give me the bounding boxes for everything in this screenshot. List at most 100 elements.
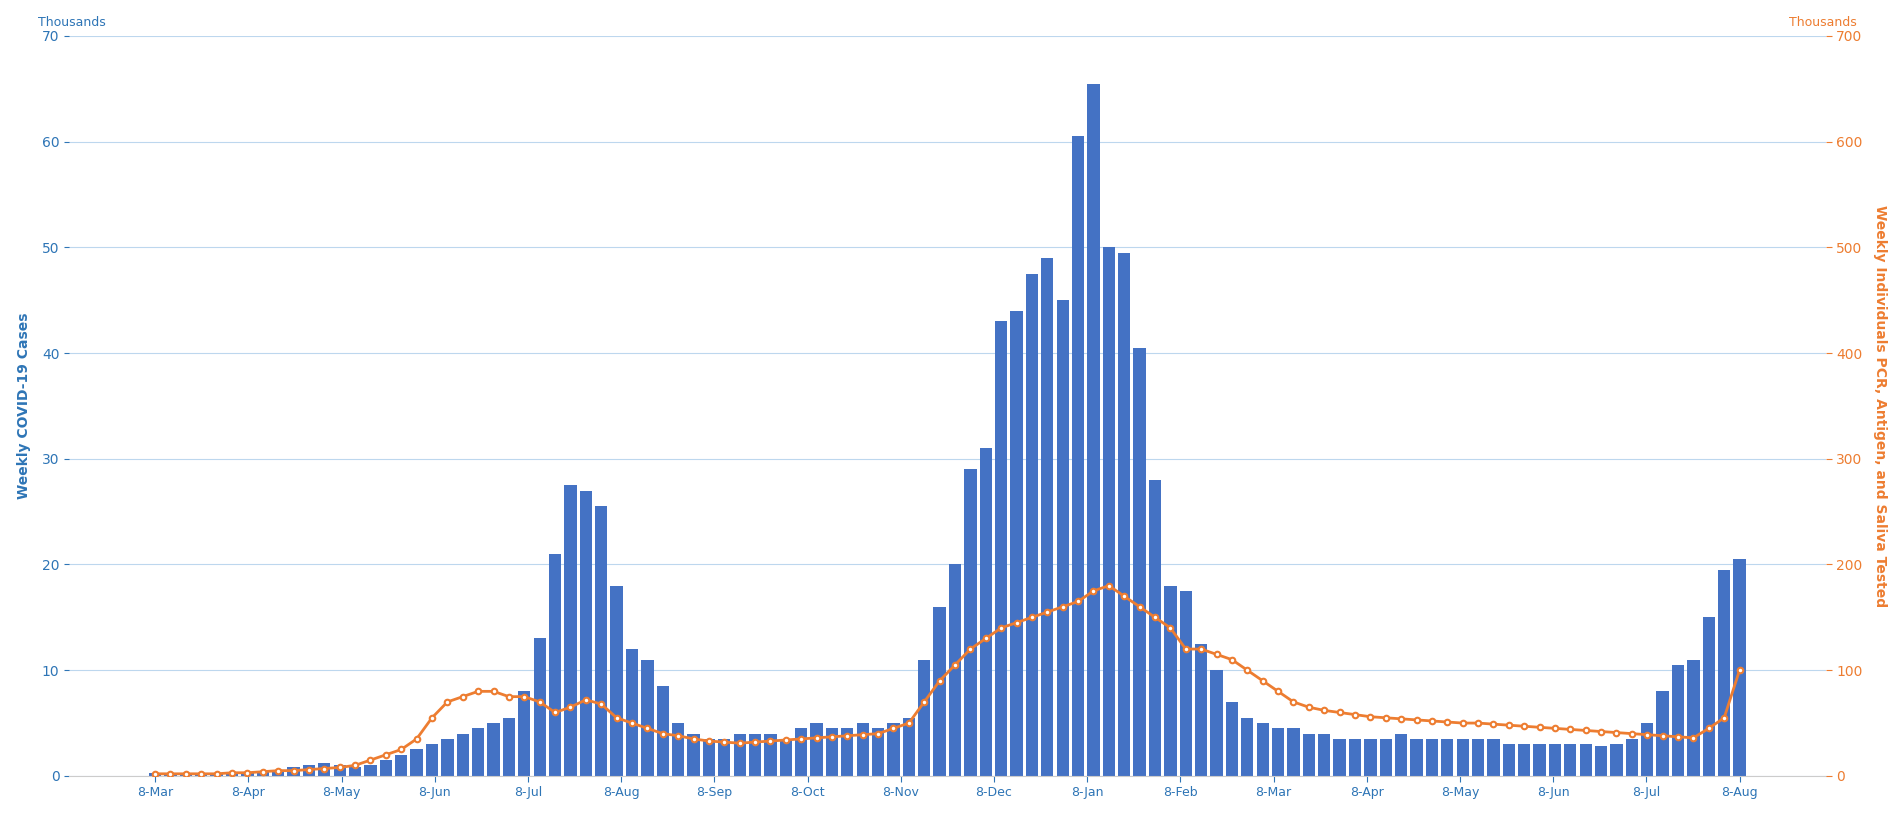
Bar [364,765,377,776]
Bar [733,734,746,776]
Bar [1411,739,1422,776]
Bar [548,554,562,776]
Bar [626,649,638,776]
Bar [1626,739,1637,776]
Bar [1396,734,1407,776]
Bar [1287,729,1300,776]
Bar [1656,691,1668,776]
Bar [533,638,546,776]
Bar [426,744,438,776]
Y-axis label: Weekly Individuals PCR, Antigen, and Saliva Tested: Weekly Individuals PCR, Antigen, and Sal… [1874,205,1887,607]
Bar [1333,739,1346,776]
Bar [564,486,577,776]
Bar [318,763,331,776]
Bar [272,769,284,776]
Bar [1241,718,1253,776]
Bar [1196,644,1207,776]
Bar [657,686,668,776]
Bar [1472,739,1485,776]
Bar [194,774,208,776]
Bar [333,765,347,776]
Bar [1548,744,1561,776]
Bar [1687,659,1700,776]
Bar [227,773,238,776]
Bar [1102,247,1116,776]
Bar [1457,739,1468,776]
Bar [718,739,731,776]
Bar [826,729,838,776]
Bar [1517,744,1531,776]
Bar [1226,702,1238,776]
Bar [442,739,453,776]
Bar [1041,258,1053,776]
Bar [1133,348,1146,776]
Bar [1087,83,1101,776]
Bar [179,775,192,776]
Bar [933,607,946,776]
Bar [1487,739,1500,776]
Bar [1072,136,1083,776]
Bar [687,734,699,776]
Bar [703,739,716,776]
Bar [1011,311,1022,776]
Bar [872,729,883,776]
Bar [1641,723,1653,776]
Bar [1426,739,1438,776]
Bar [1702,618,1716,776]
Bar [811,723,823,776]
Bar [596,507,607,776]
Bar [411,749,423,776]
Bar [1163,586,1177,776]
Bar [242,772,253,776]
Bar [164,774,177,776]
Bar [1272,729,1283,776]
Bar [1057,300,1068,776]
Bar [503,718,516,776]
Bar [1596,747,1607,776]
Bar [981,448,992,776]
Bar [1733,559,1746,776]
Bar [1318,734,1331,776]
Bar [396,755,407,776]
Bar [1441,739,1453,776]
Bar [1380,739,1392,776]
Bar [1026,274,1038,776]
Bar [842,729,853,776]
Bar [857,723,868,776]
Bar [963,469,977,776]
Bar [457,734,468,776]
Bar [1502,744,1516,776]
Bar [1211,670,1222,776]
Bar [887,723,901,776]
Bar [1257,723,1268,776]
Bar [1348,739,1361,776]
Bar [288,768,299,776]
Bar [1302,734,1316,776]
Bar [1611,744,1622,776]
Bar [348,768,362,776]
Bar [1717,570,1731,776]
Bar [472,729,484,776]
Bar [748,734,762,776]
Bar [1118,253,1131,776]
Bar [779,739,792,776]
Bar [379,760,392,776]
Bar [518,691,531,776]
Text: Thousands: Thousands [38,16,105,29]
Bar [303,765,314,776]
Y-axis label: Weekly COVID-19 Cases: Weekly COVID-19 Cases [17,313,30,499]
Text: Thousands: Thousands [1790,16,1856,29]
Bar [1672,665,1685,776]
Bar [902,718,916,776]
Bar [579,490,592,776]
Bar [1565,744,1577,776]
Bar [487,723,499,776]
Bar [1363,739,1377,776]
Bar [764,734,777,776]
Bar [211,774,223,776]
Bar [918,659,931,776]
Bar [1148,480,1161,776]
Bar [257,770,268,776]
Bar [996,322,1007,776]
Bar [1580,744,1592,776]
